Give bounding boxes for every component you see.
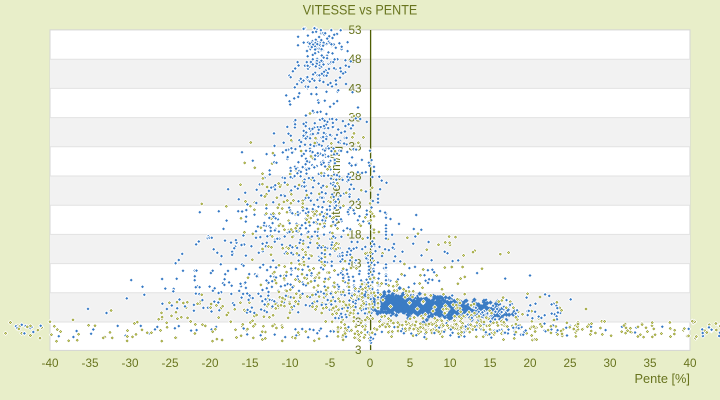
svg-text:35: 35 <box>643 357 657 370</box>
svg-text:15: 15 <box>483 357 497 370</box>
svg-text:-25: -25 <box>162 357 179 370</box>
svg-text:-20: -20 <box>202 357 219 370</box>
svg-text:53: 53 <box>348 24 361 37</box>
svg-text:43: 43 <box>348 82 361 95</box>
svg-text:-5: -5 <box>325 357 336 370</box>
svg-text:-35: -35 <box>82 357 99 370</box>
svg-text:0: 0 <box>367 357 374 370</box>
svg-text:VITESSE vs PENTE: VITESSE vs PENTE <box>303 2 418 18</box>
svg-text:5: 5 <box>407 357 414 370</box>
svg-text:Pente [%]: Pente [%] <box>635 371 691 386</box>
svg-text:-40: -40 <box>42 357 59 370</box>
svg-text:3: 3 <box>355 344 362 357</box>
svg-text:-30: -30 <box>122 357 139 370</box>
svg-text:20: 20 <box>523 357 537 370</box>
svg-text:10: 10 <box>443 357 457 370</box>
svg-text:-10: -10 <box>282 357 299 370</box>
svg-text:30: 30 <box>603 357 617 370</box>
svg-text:25: 25 <box>563 357 577 370</box>
svg-text:-15: -15 <box>242 357 259 370</box>
svg-text:40: 40 <box>683 357 697 370</box>
svg-text:3: 3 <box>355 316 362 329</box>
svg-text:18: 18 <box>348 228 361 241</box>
